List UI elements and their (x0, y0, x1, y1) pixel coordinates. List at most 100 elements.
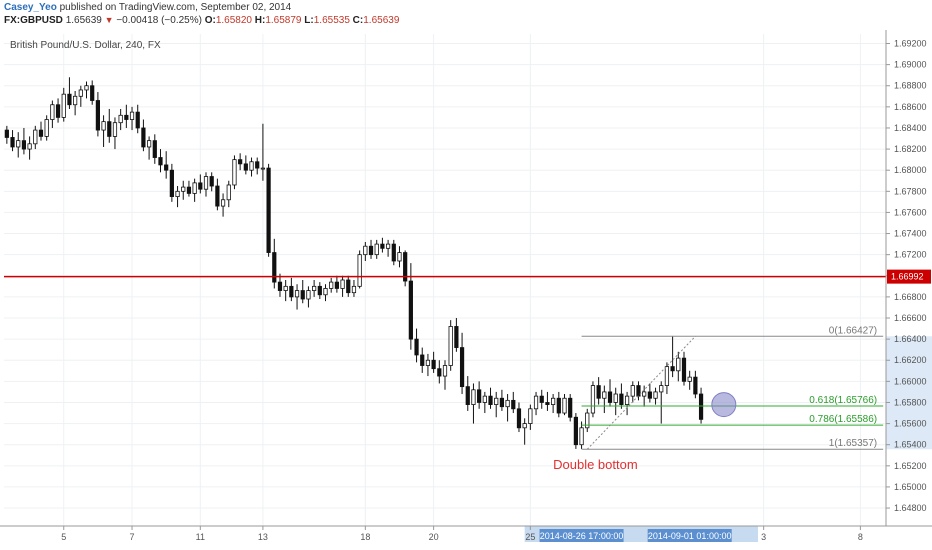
candle-up (351, 285, 357, 294)
candle-down (516, 408, 522, 429)
x-tick-label: 18 (360, 532, 370, 542)
price-axis-selection (886, 336, 932, 450)
open-label: O: (204, 15, 216, 26)
candle-up (129, 111, 135, 120)
candle-down (90, 85, 95, 101)
candle-up (448, 326, 453, 366)
annotation-text: Double bottom (553, 457, 638, 472)
candle-down (317, 285, 322, 296)
y-tick-label: 1.65600 (894, 419, 927, 429)
candle-up (533, 395, 539, 410)
candle-down (209, 176, 214, 187)
candle-down (152, 140, 157, 158)
candle-down (647, 391, 652, 399)
candle-down (107, 121, 112, 137)
candle-down (277, 281, 283, 291)
candle-down (380, 243, 385, 249)
candle-up (624, 395, 630, 405)
candle-down (431, 359, 436, 370)
fib-level-label: 0(1.66427) (829, 325, 877, 336)
candle-down (10, 137, 15, 148)
candle-down (238, 159, 243, 165)
high-label: H: (254, 15, 266, 26)
candle-up (528, 408, 533, 424)
candle-up (44, 119, 49, 137)
candle-down (4, 129, 9, 138)
candle-down (300, 290, 305, 300)
candle-down (368, 245, 374, 256)
candle-down (556, 397, 561, 414)
fib-level-label: 0.786(1.65586) (809, 414, 877, 425)
candle-down (511, 399, 516, 410)
high-value: 1.65879 (265, 15, 302, 26)
candle-down (698, 393, 704, 420)
author-link[interactable]: Casey_Yeo (4, 2, 57, 13)
resistance-price-tag (887, 269, 931, 284)
candle-up (385, 243, 391, 249)
candle-up (687, 376, 692, 382)
candle-up (471, 389, 476, 405)
x-selection-tag (647, 529, 732, 542)
candle-down (346, 279, 351, 294)
time-axis[interactable]: 5 7 11 13 18 20 25 3 8 2014-08-26 17:00:00 2014-09… (61, 526, 863, 542)
y-tick-label: 1.65200 (894, 461, 927, 471)
y-tick-label: 1.65000 (894, 482, 927, 492)
candle-up (590, 385, 596, 414)
x-tick-label: 7 (130, 532, 135, 542)
candle-up (203, 176, 209, 190)
candle-up (562, 397, 567, 414)
y-tick-label: 1.67600 (894, 207, 927, 217)
chart-header: Casey_Yeo published on TradingView.com, … (0, 0, 932, 30)
x-selection-label: 2014-08-26 17:00:00 (540, 531, 624, 541)
candle-down (465, 386, 470, 405)
y-tick-label: 1.65400 (894, 440, 927, 450)
candle-down (477, 389, 482, 403)
candles-layer (4, 77, 704, 449)
candle-down (95, 100, 100, 131)
candle-down (454, 326, 459, 348)
candle-up (363, 245, 368, 256)
candle-down (403, 252, 408, 282)
candle-up (118, 114, 123, 124)
y-tick-label: 1.69000 (894, 60, 927, 70)
candle-down (186, 186, 192, 194)
publish-info: Casey_Yeo published on TradingView.com, … (4, 2, 291, 13)
candle-up (220, 199, 226, 207)
y-tick-label: 1.65800 (894, 397, 927, 407)
y-tick-label: 1.66600 (894, 313, 927, 323)
symbol-label[interactable]: FX:GBPUSD (4, 15, 63, 26)
y-tick-label: 1.68800 (894, 81, 927, 91)
candle-down (693, 376, 698, 395)
candle-down (135, 111, 140, 129)
price-axis[interactable]: 1.69200 1.69000 1.68800 1.68600 1.68400 1.682… (886, 39, 931, 514)
low-value: 1.65535 (313, 15, 350, 26)
candle-up (585, 412, 590, 429)
candle-up (374, 243, 379, 256)
close-value: 1.65639 (363, 15, 400, 26)
candle-up (232, 159, 237, 186)
price-chart[interactable]: 0(1.66427) 0.618(1.65766) 0.786(1.65586) 1(… (0, 30, 932, 550)
candle-down (539, 395, 544, 403)
candle-down (636, 385, 641, 397)
candle-down (420, 354, 425, 366)
candle-down (545, 402, 550, 405)
last-price: 1.65639 (65, 15, 102, 26)
candle-up (146, 140, 152, 148)
candle-down (499, 397, 505, 408)
candle-up (101, 121, 106, 131)
candle-up (294, 290, 300, 298)
candle-up (659, 385, 664, 393)
candle-down (164, 164, 169, 171)
candle-up (33, 129, 38, 145)
candle-down (21, 140, 27, 150)
y-tick-label: 1.66400 (894, 334, 927, 344)
candle-down (596, 385, 601, 399)
candle-down (55, 104, 61, 118)
x-tick-label: 3 (761, 532, 766, 542)
x-selection-label: 2014-09-01 01:00:00 (648, 531, 732, 541)
published-text: published on TradingView.com, September … (59, 2, 292, 13)
candle-down (488, 395, 493, 405)
candle-up (397, 252, 402, 262)
y-tick-label: 1.64800 (894, 503, 927, 513)
candle-up (112, 122, 118, 137)
